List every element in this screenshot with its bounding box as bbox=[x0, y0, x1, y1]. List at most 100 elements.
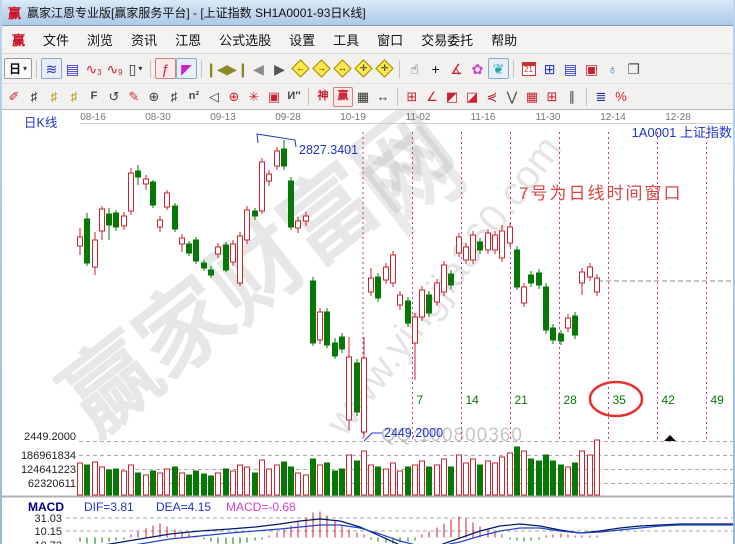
cycle-grid-icon[interactable]: ↺ bbox=[108, 89, 120, 104]
n2-icon[interactable]: n² bbox=[188, 90, 200, 102]
volume-bar bbox=[383, 468, 389, 496]
prev-icon[interactable]: ◀ bbox=[253, 60, 264, 77]
menu-item-file[interactable]: 文件 bbox=[43, 33, 70, 48]
toolbar-separator bbox=[201, 59, 203, 78]
angle-measure-icon[interactable]: ∡ bbox=[450, 60, 463, 77]
shen-icon[interactable]: 神 bbox=[317, 90, 329, 102]
minute3-chart-icon[interactable]: ∿ 3 bbox=[85, 60, 102, 77]
volume-bar bbox=[477, 464, 483, 496]
crosshair-icon[interactable]: + bbox=[431, 60, 440, 77]
ruler123-icon[interactable]: ▦ bbox=[356, 89, 370, 104]
starburst-icon[interactable]: ✳ bbox=[248, 89, 260, 104]
remote-pc-icon[interactable]: ❐ bbox=[627, 60, 640, 77]
fib-grid-icon[interactable]: F bbox=[90, 90, 98, 102]
candle-body bbox=[295, 220, 301, 229]
menu-item-trade[interactable]: 交易委托 bbox=[421, 33, 474, 48]
hand-tool-icon[interactable]: ☝ bbox=[410, 60, 419, 77]
menu-item-formula-stock-pick[interactable]: 公式选股 bbox=[219, 33, 272, 48]
grid-plus-icon[interactable]: ⊞ bbox=[546, 89, 558, 104]
volume-style-icon[interactable]: ≣ bbox=[595, 89, 607, 104]
rect-tool-icon[interactable]: ⊞ bbox=[406, 89, 418, 104]
toolbar-separator bbox=[36, 59, 38, 78]
menu-item-news[interactable]: 资讯 bbox=[131, 33, 158, 48]
volume-bar bbox=[143, 474, 149, 496]
parallel-lines-icon[interactable]: ∥ bbox=[568, 89, 576, 104]
gold-grid-icon[interactable]: ♯ bbox=[50, 89, 58, 104]
calculator-icon[interactable]: ⊞ bbox=[543, 60, 556, 77]
compass-icon[interactable]: ⊕ bbox=[148, 89, 160, 104]
candle-style-button[interactable]: ▯ ▾ bbox=[128, 60, 143, 77]
next-icon[interactable]: ▶ bbox=[274, 60, 285, 77]
marks-icon[interactable]: И″ bbox=[287, 90, 301, 102]
candle-body bbox=[164, 192, 170, 208]
volume-bar bbox=[375, 466, 381, 496]
toolbar-separator bbox=[513, 59, 515, 78]
menu-item-help[interactable]: 帮助 bbox=[491, 33, 518, 48]
smart-analysis-icon[interactable]: ❦ bbox=[488, 58, 510, 79]
memo-icon[interactable]: ▤ bbox=[65, 60, 80, 77]
menu-item-brand[interactable]: 赢 bbox=[12, 33, 26, 48]
save-icon[interactable]: ▣ bbox=[584, 60, 599, 77]
menu-item-settings[interactable]: 设置 bbox=[289, 33, 316, 48]
angles-icon[interactable]: ⋞ bbox=[486, 89, 498, 104]
gann-fan-icon[interactable]: ∠ bbox=[426, 89, 438, 104]
volume-bar bbox=[193, 470, 199, 496]
chart-area[interactable]: 赢家财富网 www.yingjia360.com 网 QQ:100800360 08-1… bbox=[0, 90, 735, 544]
date-label: 11-30 bbox=[536, 112, 561, 123]
volume-axis-label: 62320611 bbox=[28, 478, 76, 490]
macd-dif-value: DIF=3.81 bbox=[84, 500, 134, 514]
gann-wheel-icon[interactable]: ✿ bbox=[471, 60, 484, 77]
period-day-button[interactable]: 日 ▾ bbox=[4, 58, 33, 79]
grid-icon[interactable]: ▦ bbox=[525, 89, 539, 104]
comb-icon[interactable]: ♯ bbox=[170, 89, 178, 104]
watermark-qq: QQ:100800360 bbox=[381, 425, 523, 446]
kline-chart-svg[interactable]: 赢家财富网www.yingjia360.com网QQ:10080036008-1… bbox=[0, 90, 735, 544]
volume-bar bbox=[521, 450, 527, 496]
shift-left-diamond-icon[interactable]: ← bbox=[290, 58, 311, 79]
toolbar-separator bbox=[308, 87, 309, 106]
volume-bar bbox=[434, 464, 440, 496]
volume-bar bbox=[317, 464, 323, 496]
last-page-icon[interactable]: ▶❙ bbox=[226, 60, 249, 77]
expand-diamond-icon[interactable]: ✛ bbox=[374, 58, 395, 79]
menu-item-tools[interactable]: 工具 bbox=[333, 33, 360, 48]
pattern-search-icon[interactable]: ≋ bbox=[41, 58, 63, 79]
candle-body bbox=[303, 215, 309, 222]
date-label: 10-19 bbox=[340, 112, 366, 123]
ying-icon[interactable]: 赢 bbox=[333, 86, 353, 107]
menu-item-window[interactable]: 窗口 bbox=[377, 33, 404, 48]
spiral-square-icon[interactable]: ▣ bbox=[267, 89, 281, 104]
fan-square-icon[interactable]: ◩ bbox=[445, 89, 459, 104]
candle-body bbox=[412, 316, 418, 344]
compress-diamond-icon[interactable]: ✛ bbox=[353, 58, 374, 79]
minute9-chart-icon[interactable]: ∿ 9 bbox=[106, 60, 123, 77]
candle-body bbox=[485, 232, 491, 251]
target-icon[interactable]: ⊕ bbox=[228, 89, 240, 104]
formula-icon[interactable]: ƒ bbox=[155, 58, 177, 79]
candle-body bbox=[397, 294, 403, 306]
notes-icon[interactable]: ▤ bbox=[563, 60, 578, 77]
fan-square2-icon[interactable]: ◪ bbox=[465, 89, 479, 104]
candle-body bbox=[346, 356, 352, 421]
brush2-icon[interactable]: ✎ bbox=[128, 89, 140, 104]
angle-gate-icon[interactable]: ◁ bbox=[209, 89, 219, 104]
brush-icon[interactable]: ✐ bbox=[8, 89, 20, 104]
polyline-icon[interactable]: ⋁ bbox=[506, 89, 518, 104]
gold-grid2-icon[interactable]: ♯ bbox=[70, 89, 78, 104]
candle-body bbox=[179, 237, 185, 245]
volume-bar bbox=[172, 466, 178, 496]
menu-item-browse[interactable]: 浏览 bbox=[87, 33, 114, 48]
span-arrows-icon[interactable]: ↔ bbox=[376, 89, 390, 104]
stretch-diamond-icon[interactable]: ↔ bbox=[332, 58, 353, 79]
day-count-label: 21 bbox=[515, 393, 529, 407]
volume-bar bbox=[295, 472, 301, 496]
menu-item-gann[interactable]: 江恩 bbox=[175, 33, 202, 48]
shift-right-diamond-icon[interactable]: → bbox=[311, 58, 332, 79]
color-chart-icon[interactable]: ◤ bbox=[176, 58, 198, 79]
gann-grid-icon[interactable]: ♯ bbox=[30, 89, 38, 104]
calendar-icon[interactable]: 21 bbox=[518, 58, 539, 79]
first-page-icon[interactable]: ❙◀ bbox=[205, 60, 228, 77]
volume-bar bbox=[164, 468, 170, 496]
percent-line-icon[interactable]: % bbox=[615, 89, 627, 104]
network-icon[interactable]: ♁ bbox=[607, 60, 618, 77]
